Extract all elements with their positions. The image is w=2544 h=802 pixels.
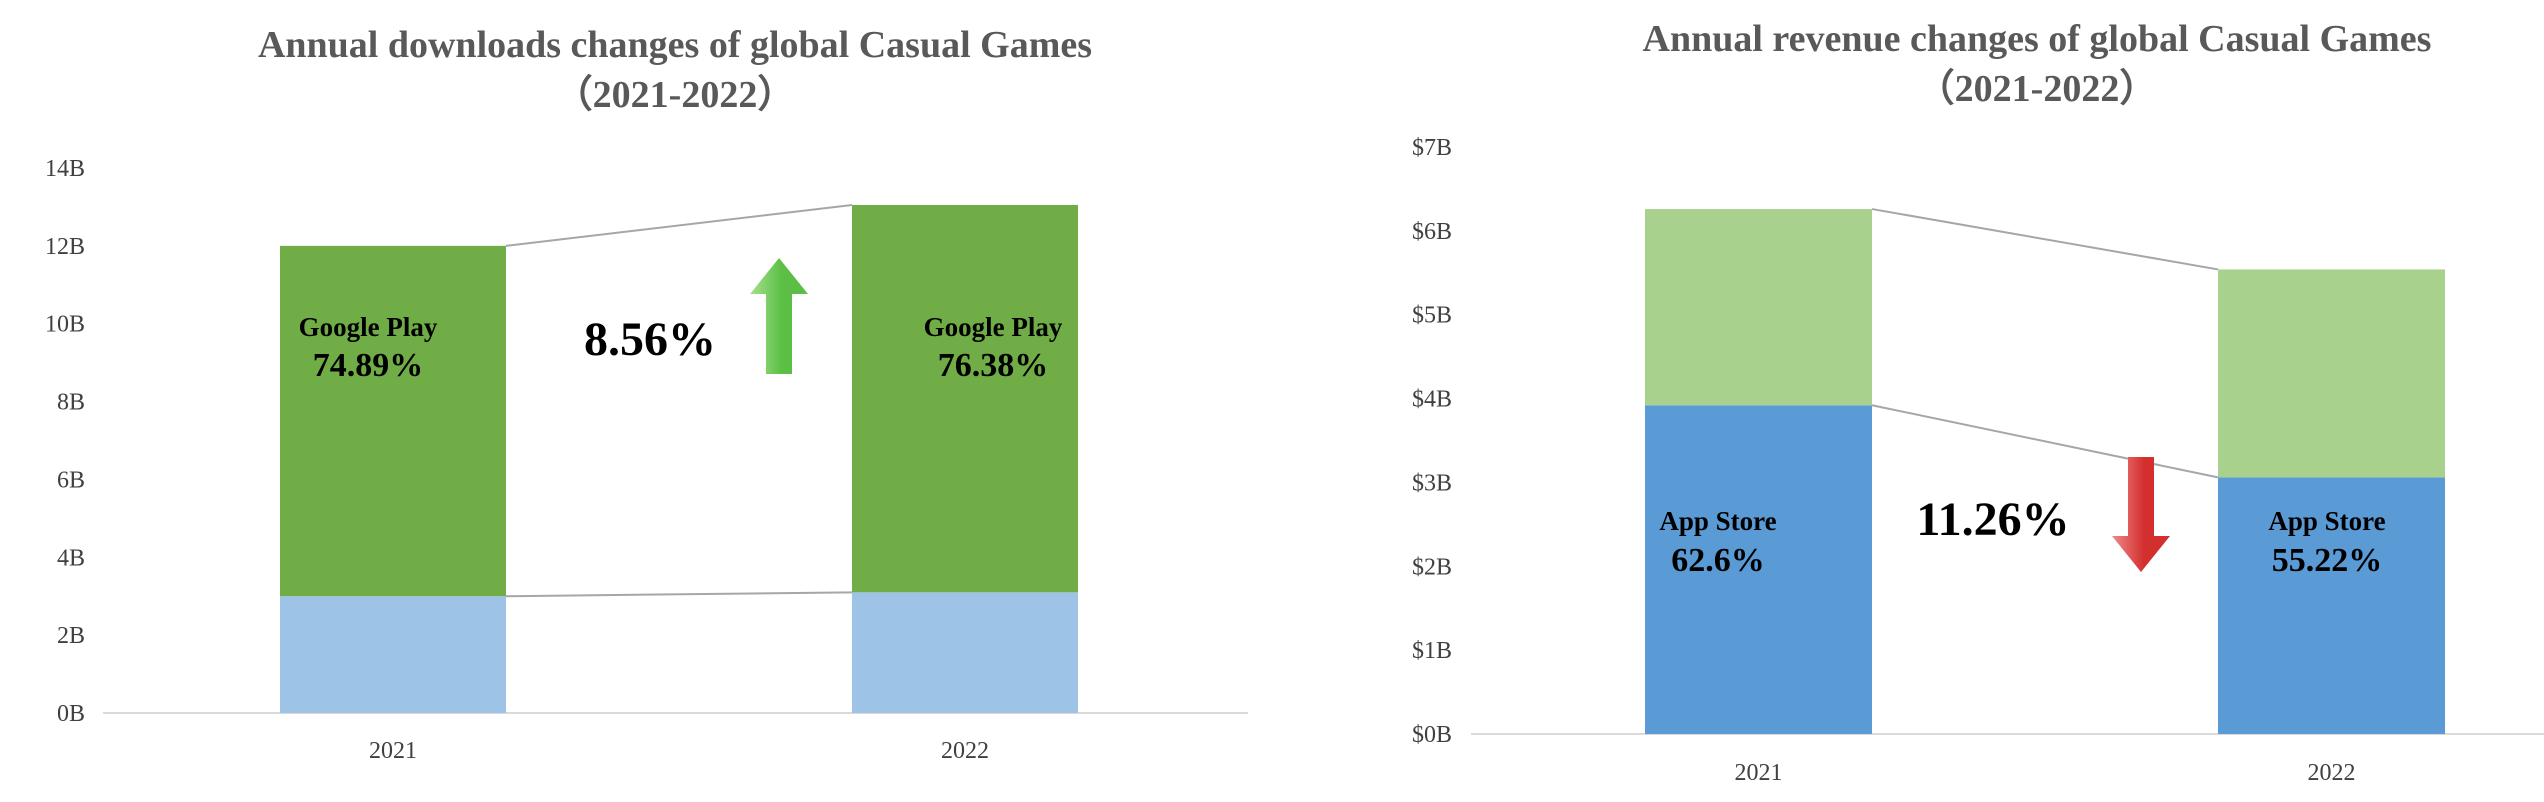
revenue-bar-top-segment	[1645, 209, 1872, 406]
downloads-y-tick-label: 0B	[57, 701, 85, 727]
downloads-bar-bottom-segment	[852, 592, 1078, 713]
downloads-chart: Annual downloads changes of global Casua…	[45, 24, 1248, 764]
revenue-segment-percent: 62.6%	[1671, 542, 1765, 579]
downloads-segment-percent: 76.38%	[938, 347, 1049, 384]
downloads-connector-middle	[505, 591, 853, 598]
downloads-segment-label: Google Play	[299, 312, 438, 342]
downloads-bar-top-segment	[852, 204, 1078, 593]
revenue-y-tick-label: $4B	[1412, 387, 1452, 413]
revenue-segment-label: App Store	[1659, 506, 1776, 536]
revenue-chart-subtitle: （2021-2022）	[1917, 68, 2158, 110]
downloads-x-category-label: 2021	[369, 738, 417, 764]
revenue-connector-top	[1871, 208, 2219, 271]
downloads-y-tick-label: 2B	[57, 623, 85, 649]
revenue-bar-bottom-segment	[2218, 477, 2445, 734]
downloads-chart-subtitle: （2021-2022）	[555, 74, 796, 116]
revenue-chart: Annual revenue changes of global Casual …	[1272, 0, 2544, 802]
revenue-y-tick-label: $3B	[1412, 470, 1452, 496]
revenue-change-percent: 11.26%	[1916, 493, 2069, 546]
revenue-x-category-label: 2022	[2308, 760, 2356, 786]
downloads-y-tick-label: 14B	[45, 156, 85, 182]
downloads-change-percent: 8.56%	[584, 313, 716, 366]
revenue-y-tick-label: $0B	[1412, 722, 1452, 748]
revenue-y-tick-label: $7B	[1412, 135, 1452, 161]
revenue-down-arrow-icon	[2112, 457, 2170, 572]
revenue-x-category-label: 2021	[1735, 760, 1783, 786]
revenue-chart-svg: Annual revenue changes of global Casual …	[1412, 18, 2544, 786]
downloads-y-tick-label: 12B	[45, 234, 85, 260]
downloads-chart-title: Annual downloads changes of global Casua…	[258, 24, 1092, 66]
revenue-bar-top-segment	[2218, 269, 2445, 478]
revenue-y-tick-label: $2B	[1412, 554, 1452, 580]
revenue-connector-middle	[1871, 404, 2219, 479]
revenue-y-tick-label: $1B	[1412, 638, 1452, 664]
revenue-bar-bottom-segment	[1645, 405, 1872, 734]
downloads-y-tick-label: 8B	[57, 390, 85, 416]
downloads-bar-bottom-segment	[280, 596, 506, 713]
revenue-segment-percent: 55.22%	[2272, 542, 2383, 579]
revenue-segment-label: App Store	[2268, 506, 2385, 536]
downloads-connector-top	[505, 203, 853, 247]
downloads-segment-label: Google Play	[924, 312, 1063, 342]
downloads-segment-percent: 74.89%	[313, 347, 424, 384]
revenue-y-tick-label: $6B	[1412, 219, 1452, 245]
downloads-chart-svg: Annual downloads changes of global Casua…	[45, 24, 1248, 764]
downloads-up-arrow-icon	[750, 258, 808, 374]
downloads-y-tick-label: 4B	[57, 545, 85, 571]
revenue-chart-title: Annual revenue changes of global Casual …	[1643, 18, 2432, 60]
downloads-y-tick-label: 10B	[45, 312, 85, 338]
downloads-y-tick-label: 6B	[57, 467, 85, 493]
revenue-y-tick-label: $5B	[1412, 303, 1452, 329]
downloads-x-category-label: 2022	[941, 738, 989, 764]
downloads-bar-top-segment	[280, 245, 506, 597]
